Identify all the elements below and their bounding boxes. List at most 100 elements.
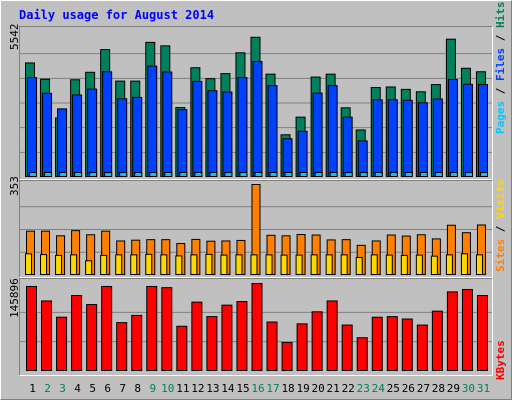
bar-kbytes bbox=[161, 287, 173, 371]
bar-pages bbox=[254, 172, 263, 177]
bar-sites bbox=[340, 254, 348, 275]
bar-sites bbox=[310, 254, 318, 275]
side-label-sites: Sites bbox=[494, 239, 507, 272]
bar-files bbox=[177, 109, 188, 177]
x-tick-label: 3 bbox=[59, 382, 66, 395]
bar-kbytes bbox=[146, 285, 158, 372]
plot-border-dark bbox=[19, 278, 493, 376]
bar-sites bbox=[415, 254, 423, 276]
bar-sites bbox=[265, 254, 273, 275]
x-tick-label: 9 bbox=[149, 382, 156, 395]
bar-files bbox=[462, 83, 473, 177]
x-tick-label: 13 bbox=[206, 382, 219, 395]
side-label-sep-1: / bbox=[494, 81, 507, 101]
bar-kbytes bbox=[311, 311, 323, 371]
bar-sites bbox=[460, 253, 468, 276]
bar-pages bbox=[464, 172, 473, 177]
bar-pages bbox=[434, 172, 443, 177]
x-tick-label: 25 bbox=[387, 382, 400, 395]
bar-pages bbox=[449, 172, 458, 177]
bar-sites bbox=[85, 260, 93, 275]
side-label-sites-visits: Sites / Visits bbox=[494, 179, 507, 272]
bar-files bbox=[327, 85, 338, 177]
bar-files bbox=[372, 99, 383, 177]
bar-files bbox=[147, 65, 158, 177]
x-axis-labels: 1 2 3 4 5 6 7 8 9 10 11 12 13 14 15 16 17 18 19 20 21 22 23 24 2… bbox=[29, 382, 490, 395]
x-tick-label: 14 bbox=[221, 382, 235, 395]
bar-files bbox=[222, 91, 233, 177]
bar-sites bbox=[445, 254, 453, 275]
bar-files bbox=[207, 90, 218, 177]
bar-kbytes bbox=[401, 318, 413, 371]
bar-pages bbox=[209, 172, 218, 177]
bar-sites bbox=[55, 254, 63, 275]
panel-kbytes bbox=[19, 278, 493, 376]
bar-kbytes bbox=[386, 316, 398, 371]
x-tick-label: 21 bbox=[327, 382, 340, 395]
panel-sites-visits bbox=[19, 180, 493, 278]
bar-pages bbox=[89, 172, 98, 177]
bar-sites bbox=[370, 254, 378, 275]
x-tick-label: 12 bbox=[191, 382, 204, 395]
bar-kbytes bbox=[281, 342, 293, 372]
bar-pages bbox=[419, 172, 428, 177]
bar-kbytes bbox=[341, 324, 353, 372]
bar-kbytes bbox=[326, 300, 338, 371]
bar-kbytes bbox=[56, 316, 68, 371]
bar-files bbox=[192, 80, 203, 177]
max-label-visits: 353 bbox=[8, 176, 21, 196]
bar-pages bbox=[344, 172, 353, 177]
bar-kbytes bbox=[416, 324, 428, 372]
bar-files bbox=[342, 116, 353, 178]
bar-pages bbox=[59, 172, 68, 177]
bar-files bbox=[402, 99, 413, 177]
side-label-files: Files bbox=[494, 48, 507, 81]
bar-files bbox=[252, 61, 263, 177]
x-tick-label: 4 bbox=[74, 382, 81, 395]
x-tick-label: 31 bbox=[477, 382, 490, 395]
bar-kbytes bbox=[476, 295, 488, 372]
bar-sites bbox=[400, 254, 408, 275]
bar-files bbox=[432, 98, 443, 177]
bar-sites bbox=[355, 256, 363, 276]
bar-kbytes bbox=[266, 321, 278, 371]
x-tick-label: 16 bbox=[251, 382, 264, 395]
bar-sites bbox=[40, 254, 48, 275]
bar-kbytes bbox=[251, 283, 263, 371]
bar-pages bbox=[479, 172, 488, 177]
bar-kbytes bbox=[191, 301, 203, 372]
bar-kbytes bbox=[206, 316, 218, 371]
x-tick-label: 26 bbox=[402, 382, 415, 395]
bar-files bbox=[237, 77, 248, 177]
bar-files bbox=[312, 92, 323, 177]
bar-sites bbox=[25, 253, 32, 276]
bar-kbytes bbox=[431, 310, 443, 372]
bar-pages bbox=[269, 172, 278, 177]
bar-files bbox=[132, 96, 143, 177]
x-tick-label: 6 bbox=[104, 382, 111, 395]
side-label-pages-files-hits: Pages / Files / Hits bbox=[494, 2, 507, 135]
bar-sites bbox=[130, 254, 138, 275]
x-tick-label: 2 bbox=[44, 382, 51, 395]
bar-files bbox=[267, 85, 278, 177]
bar-pages bbox=[149, 172, 158, 177]
bar-files bbox=[387, 99, 398, 177]
x-tick-label: 1 bbox=[29, 382, 36, 395]
bar-pages bbox=[104, 172, 113, 177]
x-tick-label: 27 bbox=[417, 382, 430, 395]
bar-sites bbox=[430, 255, 438, 275]
bar-pages bbox=[329, 172, 338, 177]
bar-pages bbox=[179, 172, 188, 177]
side-label-sep-3: / bbox=[494, 219, 507, 239]
bar-files bbox=[102, 71, 113, 177]
bar-pages bbox=[119, 172, 128, 177]
bar-pages bbox=[374, 172, 383, 177]
bar-kbytes bbox=[221, 304, 233, 371]
bar-kbytes bbox=[131, 314, 143, 371]
bar-kbytes bbox=[71, 295, 83, 372]
bar-pages bbox=[164, 172, 173, 177]
bar-files bbox=[477, 84, 488, 177]
bar-sites bbox=[385, 254, 393, 276]
